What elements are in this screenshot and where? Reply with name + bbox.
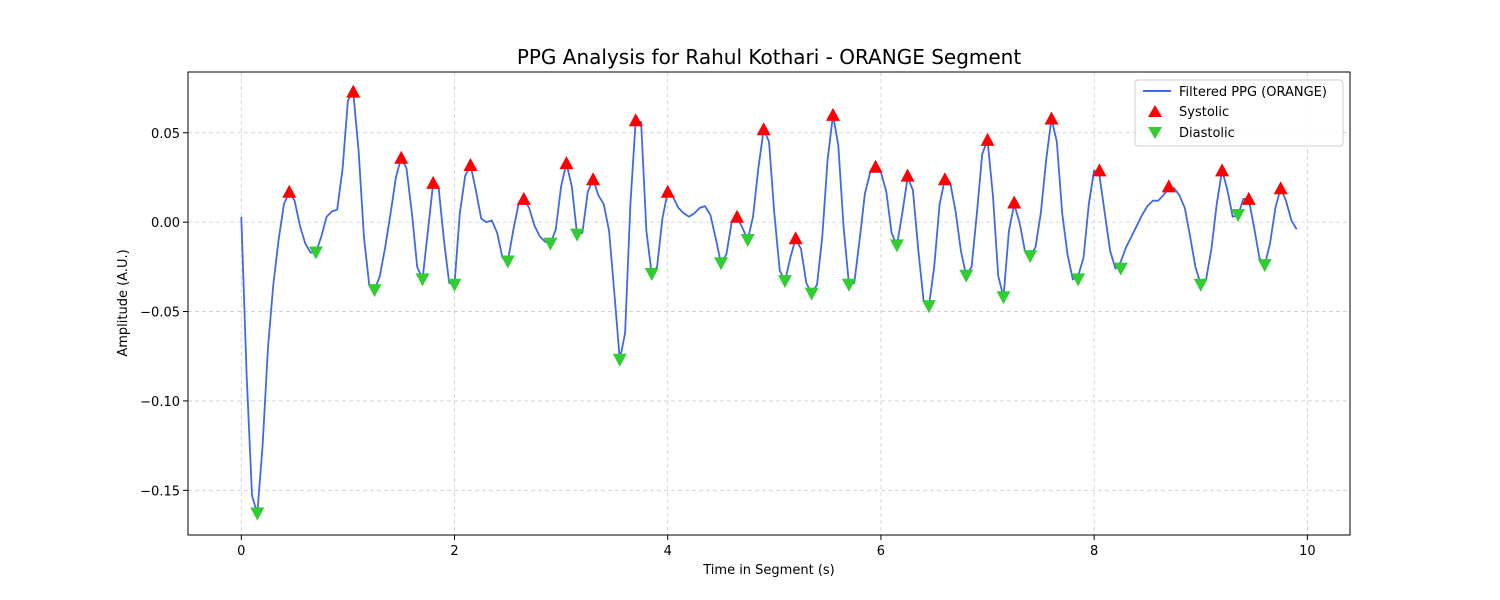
systolic-peak-marker (868, 159, 883, 173)
diastolic-trough-marker (1193, 278, 1208, 292)
y-tick-label: 0.00 (151, 216, 180, 231)
systolic-peak-marker (1215, 163, 1230, 177)
y-tick-label: 0.05 (151, 127, 180, 142)
systolic-peak-marker (825, 107, 840, 121)
diastolic-trough-marker (1071, 273, 1086, 287)
systolic-peak-marker (730, 209, 745, 223)
x-tick-label: 0 (237, 544, 245, 559)
x-axis-label: Time in Segment (s) (702, 563, 834, 578)
systolic-peak-marker (559, 156, 574, 170)
diastolic-markers (250, 209, 1272, 521)
diastolic-trough-marker (959, 269, 974, 283)
systolic-peak-marker (1241, 191, 1256, 205)
diastolic-trough-marker (1023, 250, 1038, 264)
diastolic-trough-marker (500, 255, 515, 269)
x-tick-label: 4 (664, 544, 672, 559)
systolic-peak-marker (516, 191, 531, 205)
systolic-peak-marker (282, 184, 297, 198)
chart-title: PPG Analysis for Rahul Kothari - ORANGE … (517, 45, 1022, 69)
diastolic-trough-marker (308, 246, 323, 260)
x-tick-label: 2 (450, 544, 458, 559)
systolic-peak-marker (1092, 163, 1107, 177)
systolic-peak-marker (463, 157, 478, 171)
systolic-peak-marker (1161, 179, 1176, 193)
x-tick-label: 6 (877, 544, 885, 559)
diastolic-trough-marker (367, 284, 382, 298)
diastolic-trough-marker (1257, 259, 1272, 273)
systolic-peak-marker (1273, 181, 1288, 195)
diastolic-trough-marker (921, 300, 936, 314)
diastolic-trough-marker (570, 228, 585, 242)
legend-label-filtered-ppg: Filtered PPG (ORANGE) (1179, 85, 1327, 100)
systolic-peak-marker (1044, 111, 1059, 125)
diastolic-trough-marker (415, 273, 430, 287)
legend-label-systolic: Systolic (1179, 105, 1229, 120)
diastolic-trough-marker (804, 287, 819, 301)
x-tick-label: 8 (1090, 544, 1098, 559)
diastolic-trough-marker (714, 257, 729, 271)
diastolic-trough-marker (777, 275, 792, 289)
legend-diastolic-marker-icon (1148, 127, 1162, 139)
systolic-peak-marker (394, 150, 409, 164)
systolic-peak-marker (628, 113, 643, 127)
legend: Filtered PPG (ORANGE) Systolic Diastolic (1134, 79, 1344, 147)
y-tick-label: −0.15 (140, 484, 180, 499)
diastolic-trough-marker (841, 278, 856, 292)
diastolic-trough-marker (447, 278, 462, 292)
diastolic-trough-marker (612, 353, 627, 367)
legend-box (1134, 79, 1344, 147)
y-axis-label: Amplitude (A.U.) (116, 249, 131, 356)
systolic-peak-marker (900, 168, 915, 182)
series-line-filtered-ppg (240, 90, 1298, 515)
diastolic-trough-marker (740, 234, 755, 248)
systolic-peak-marker (426, 175, 441, 189)
systolic-peak-marker (980, 132, 995, 146)
systolic-peak-marker (788, 231, 803, 245)
diastolic-trough-marker (889, 239, 904, 253)
diastolic-trough-marker (543, 237, 558, 251)
systolic-markers (282, 84, 1288, 245)
systolic-peak-marker (660, 184, 675, 198)
x-tick-label: 10 (1299, 544, 1316, 559)
diastolic-trough-marker (996, 291, 1011, 305)
plot-area (187, 71, 1351, 536)
systolic-peak-marker (1007, 195, 1022, 209)
diastolic-trough-marker (644, 268, 659, 282)
systolic-peak-marker (346, 84, 361, 98)
legend-systolic-marker-icon (1148, 105, 1162, 117)
systolic-peak-marker (937, 172, 952, 186)
y-axis-ticks: −0.15 −0.10 −0.05 0.00 0.05 (140, 127, 188, 499)
systolic-peak-marker (756, 122, 771, 136)
y-tick-label: −0.10 (140, 395, 180, 410)
diastolic-trough-marker (250, 507, 265, 521)
systolic-peak-marker (586, 172, 601, 186)
y-tick-label: −0.05 (140, 306, 180, 321)
diastolic-trough-marker (1113, 262, 1128, 276)
x-axis-ticks: 0 2 4 6 8 10 (237, 535, 1316, 559)
diastolic-trough-marker (1231, 209, 1246, 223)
legend-label-diastolic: Diastolic (1179, 126, 1235, 141)
